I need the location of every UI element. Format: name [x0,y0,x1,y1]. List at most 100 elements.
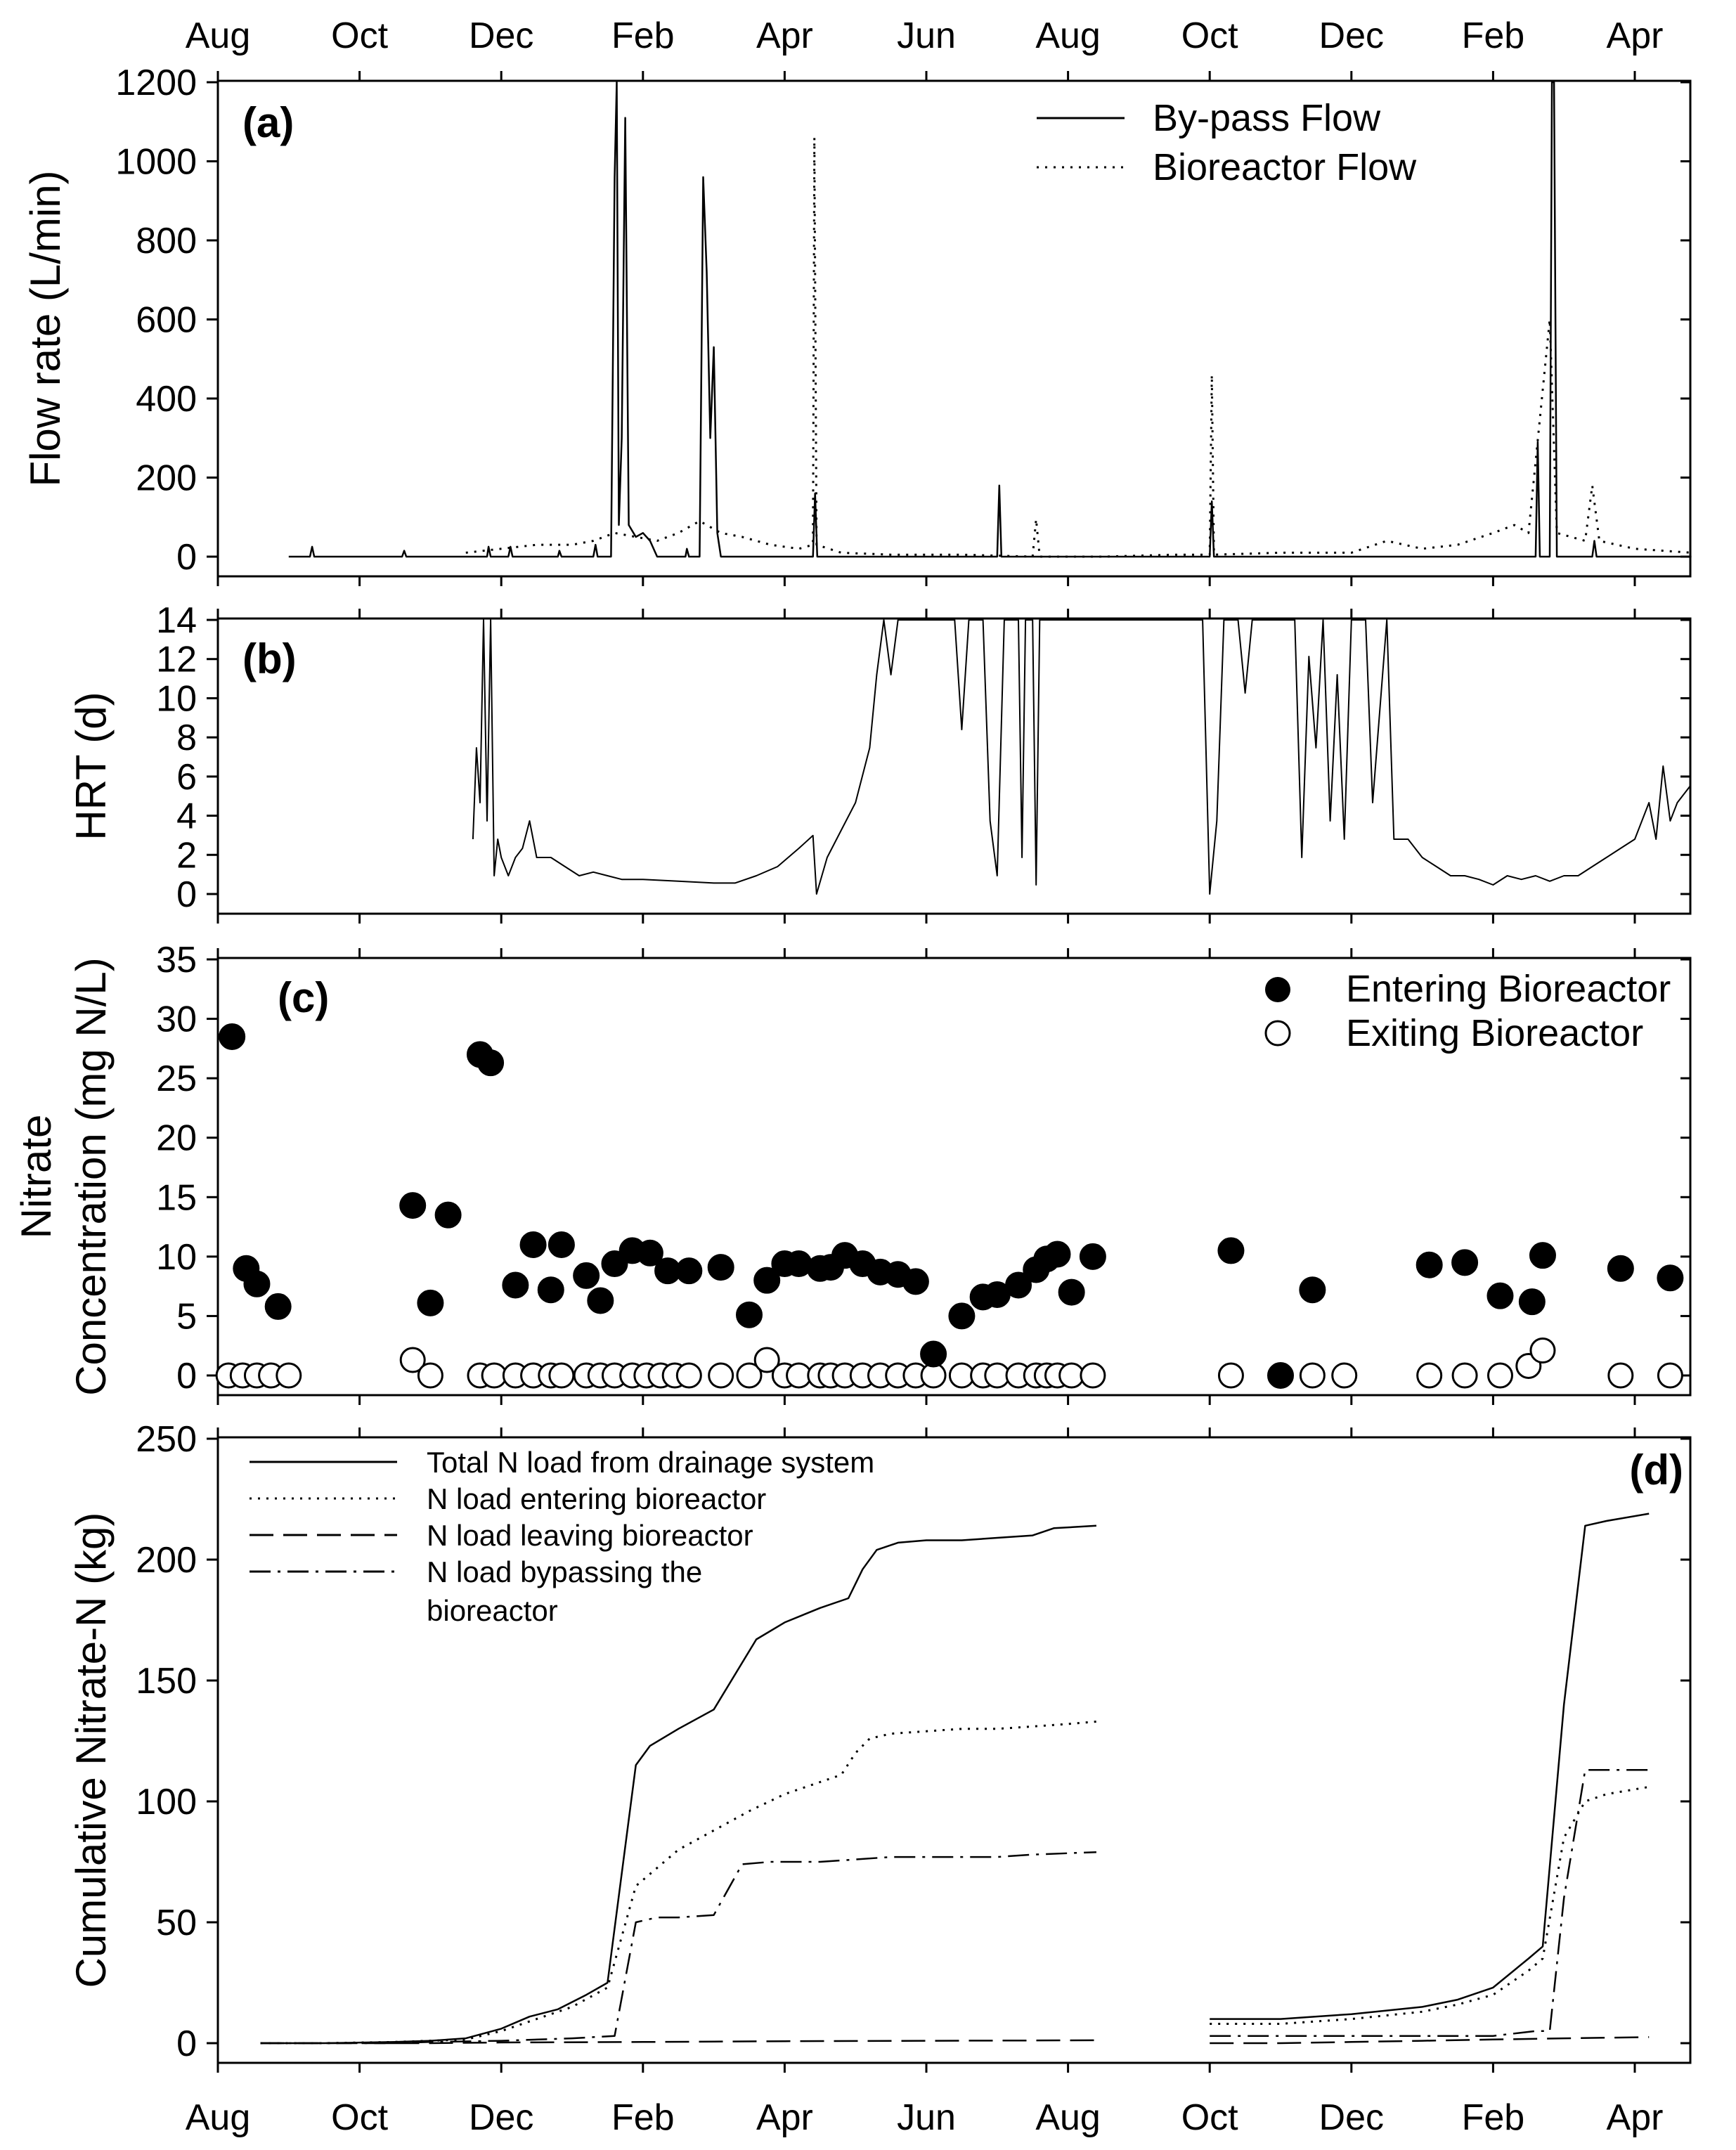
y-tick-label-a: 600 [136,300,197,341]
legend-marker-exiting [1264,1020,1291,1047]
series-line-d-total-n-load-from-drainage-system-yr2- [1210,1513,1650,2020]
series-line-d-n-load-bypassing-the-bioreactor [260,1851,1096,2045]
legend-label-exiting: Exiting Bioreactor [1346,1012,1643,1054]
y-tick-label-b: 2 [176,835,197,876]
point-entering [417,1289,444,1316]
month-label-top: Oct [1181,15,1238,56]
plot-frame-a [216,79,1692,578]
y-tick-label-d: 150 [136,1661,197,1702]
point-entering [434,1201,462,1229]
y-tick-label-a: 200 [136,458,197,499]
series-line-d-n-load-bypassing-the-bioreactor-yr2- [1210,1769,1650,2037]
y-tick-label-c: 20 [156,1118,197,1159]
point-entering [920,1340,947,1368]
point-exiting [1607,1362,1634,1389]
point-exiting [1529,1337,1556,1364]
y-tick-label-c: 30 [156,999,197,1040]
point-exiting [753,1347,780,1373]
point-entering [243,1270,271,1297]
point-exiting [708,1362,734,1389]
point-exiting [276,1362,302,1389]
point-entering [502,1271,529,1299]
point-entering [1529,1242,1556,1269]
y-tick-label-a: 0 [176,537,197,578]
legend-label-d-0: Total N load from drainage system [427,1446,874,1479]
series-line-d-n-load-entering-bioreactor-yr2- [1210,1785,1650,2025]
month-label-top: Feb [1462,15,1525,56]
y-tick-label-a: 400 [136,379,197,420]
y-tick-label-c: 5 [176,1296,197,1337]
point-entering [1416,1251,1443,1278]
point-entering [753,1267,781,1294]
y-axis-title-b: HRT (d) [67,692,115,840]
y-axis-title-c-line1: Nitrate [13,1115,60,1239]
plot-frame-d [216,1436,1692,2064]
month-label-bottom: Dec [469,2097,533,2138]
legend-label-d-4: bioreactor [427,1594,558,1627]
legend-label-d-2: N load leaving bioreactor [427,1519,753,1552]
legend-label-bypass: By-pass Flow [1153,97,1381,139]
point-exiting [1299,1362,1326,1389]
month-label-top: Dec [469,15,533,56]
point-entering [537,1276,564,1304]
point-entering [707,1254,734,1281]
point-entering [675,1257,703,1285]
point-exiting [399,1347,426,1373]
y-tick-label-b: 12 [156,640,197,680]
month-label-top: Feb [611,15,675,56]
panel-label-d: (d) [1629,1446,1683,1494]
month-label-top: Apr [1607,15,1664,56]
legend-label-bioreactor: Bioreactor Flow [1153,146,1417,188]
point-entering [736,1301,763,1328]
y-tick-label-a: 800 [136,221,197,261]
y-tick-label-b: 8 [176,718,197,758]
series-line-d-n-load-leaving-bioreactor [260,2039,1096,2045]
point-entering [1657,1264,1684,1292]
point-entering [1486,1282,1514,1309]
point-entering [1005,1271,1032,1299]
month-label-bottom: Oct [331,2097,388,2138]
legend-label-entering: Entering Bioreactor [1346,968,1671,1010]
series-line-d-n-load-entering-bioreactor [260,1721,1097,2045]
y-axis-title-d: Cumulative Nitrate-N (kg) [67,1513,115,1988]
point-exiting [1080,1362,1106,1389]
point-entering [548,1231,575,1258]
point-entering [519,1231,547,1258]
y-tick-label-d: 0 [176,2023,197,2064]
month-label-top: Oct [331,15,388,56]
series-line-a-bioreactor-flow [465,136,1692,558]
y-tick-label-b: 14 [156,600,197,641]
point-entering [219,1023,246,1050]
point-exiting [736,1362,763,1389]
top-month-axis: Aug Oct Dec Feb Apr Jun Aug Oct Dec Feb Apr [186,15,1664,56]
panel-label-a: (a) [242,99,294,146]
month-label-bottom: Oct [1181,2097,1238,2138]
y-tick-label-b: 0 [176,874,197,915]
month-label-bottom: Aug [186,2097,251,2138]
month-label-bottom: Aug [1035,2097,1101,2138]
legend-marker-entering [1265,977,1290,1002]
series-line-d-total-n-load-from-drainage-system [260,1524,1096,2045]
point-entering [264,1293,292,1320]
point-entering [399,1192,427,1219]
point-entering [1267,1362,1294,1389]
month-label-top: Aug [1035,15,1101,56]
series-group-b [472,619,1690,895]
point-exiting [1451,1362,1478,1389]
y-tick-label-c: 10 [156,1237,197,1278]
bottom-month-axis: Aug Oct Dec Feb Apr Jun Aug Oct Dec Feb Apr [186,2097,1664,2138]
panel-label-c: (c) [278,974,329,1021]
point-entering [902,1268,929,1295]
point-entering [1518,1288,1546,1316]
y-tick-label-c: 15 [156,1177,197,1218]
month-label-bottom: Apr [756,2097,813,2138]
series-line-d-n-load-leaving-bioreactor-yr2- [1210,2036,1650,2045]
point-entering [477,1049,505,1077]
y-tick-label-c: 0 [176,1356,197,1397]
point-entering [1058,1278,1085,1306]
point-exiting [1217,1362,1244,1389]
y-tick-label-d: 100 [136,1782,197,1822]
y-tick-label-d: 250 [136,1419,197,1460]
